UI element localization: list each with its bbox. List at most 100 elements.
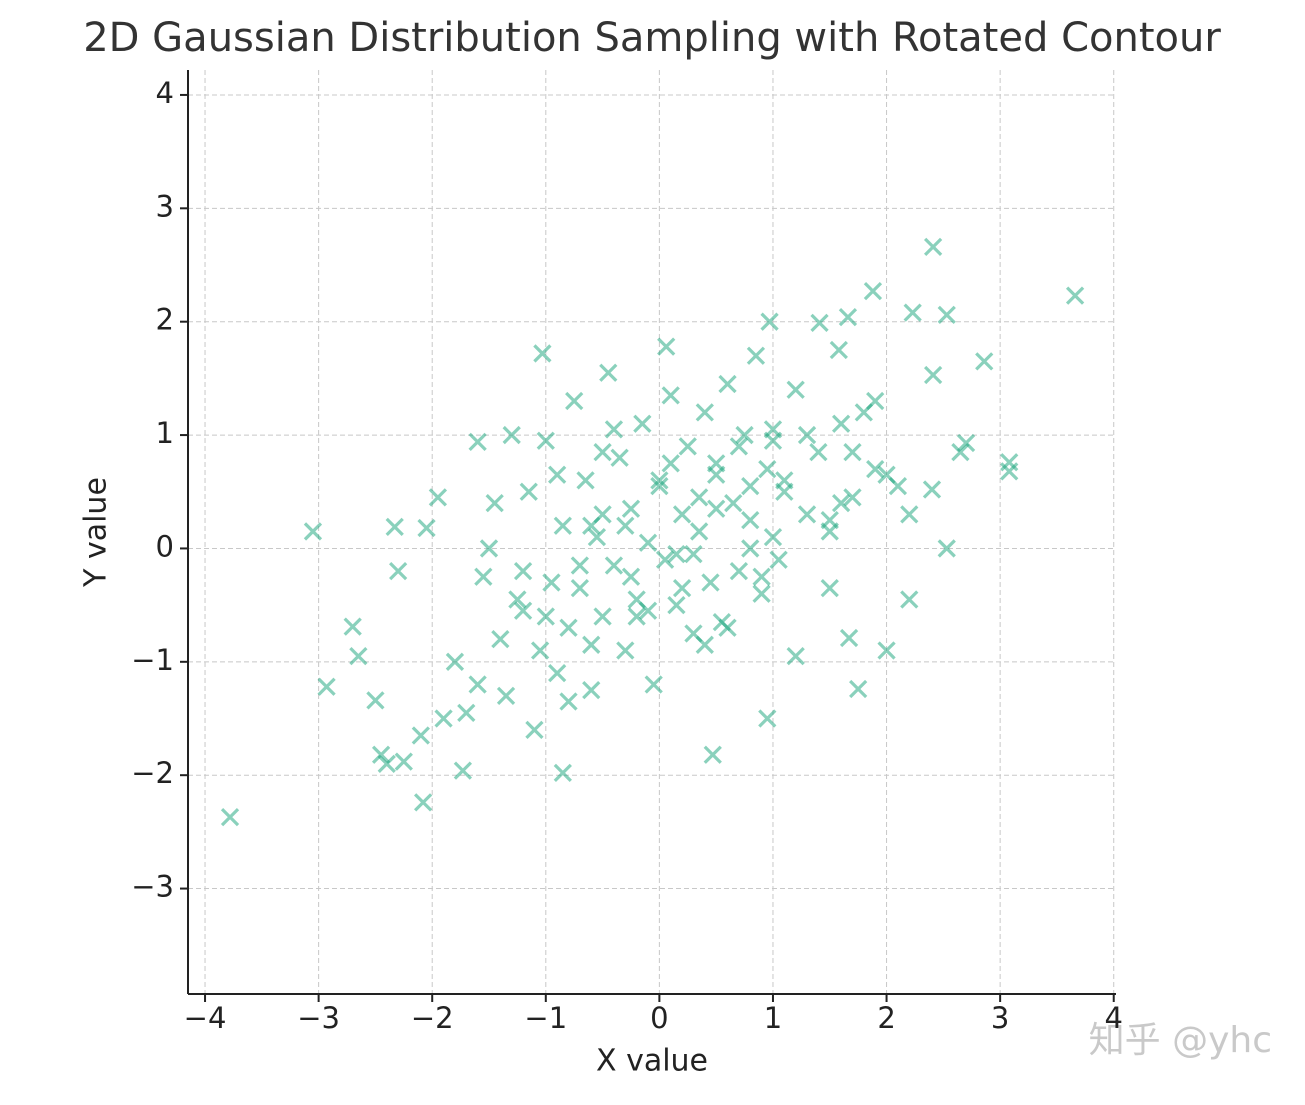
point: [453, 761, 473, 780]
point: [394, 752, 413, 771]
point: [582, 635, 601, 654]
point: [343, 617, 362, 636]
point: [829, 340, 848, 360]
x-axis-label: X value: [596, 1044, 708, 1079]
point: [877, 465, 896, 484]
point: [576, 471, 595, 490]
point: [570, 578, 590, 598]
point: [604, 556, 624, 575]
point: [820, 510, 839, 530]
point: [377, 754, 396, 773]
point: [923, 365, 943, 385]
point: [610, 448, 629, 467]
y-tick-label: −3: [131, 870, 174, 904]
grid: [188, 70, 1116, 994]
point: [633, 414, 652, 433]
point: [536, 607, 555, 626]
point: [703, 745, 722, 764]
y-tick-label: 3: [156, 189, 174, 223]
point: [690, 522, 709, 541]
y-tick-label: −1: [131, 643, 174, 677]
point: [809, 442, 828, 462]
point: [627, 607, 646, 626]
point: [701, 573, 720, 592]
point: [758, 459, 777, 479]
point: [548, 664, 567, 683]
point: [763, 527, 783, 547]
point: [797, 425, 817, 445]
point: [479, 539, 499, 558]
point: [621, 499, 641, 518]
point: [975, 352, 994, 371]
point: [220, 808, 240, 827]
point: [667, 544, 686, 564]
point: [900, 505, 919, 524]
point: [616, 516, 635, 535]
point: [661, 454, 680, 473]
point: [758, 709, 777, 728]
point: [413, 793, 433, 812]
point: [389, 561, 408, 581]
point: [843, 488, 862, 507]
point: [956, 433, 976, 453]
point: [741, 539, 760, 558]
point: [769, 550, 788, 569]
point: [638, 601, 658, 620]
point: [657, 337, 676, 356]
point: [508, 590, 527, 609]
point: [810, 313, 829, 332]
point: [839, 628, 859, 648]
point: [729, 437, 749, 456]
point: [843, 442, 862, 462]
point: [616, 641, 635, 660]
y-tick-label: 0: [156, 529, 174, 563]
point: [570, 556, 590, 575]
x-tick-label: 3: [991, 1001, 1009, 1035]
point: [797, 505, 817, 524]
x-tick-label: 2: [877, 1001, 895, 1035]
point: [582, 681, 601, 700]
point: [621, 567, 641, 586]
point: [655, 550, 675, 569]
point: [496, 686, 516, 705]
x-tick-label: −4: [184, 1001, 227, 1035]
point: [695, 635, 714, 654]
point: [349, 647, 368, 666]
point: [553, 516, 572, 535]
point: [831, 493, 851, 513]
point: [786, 647, 805, 666]
point: [525, 720, 544, 739]
point: [303, 522, 323, 541]
point: [536, 431, 555, 450]
point: [661, 386, 680, 405]
point: [366, 691, 385, 710]
point: [587, 527, 607, 547]
point: [667, 595, 686, 615]
point: [1000, 462, 1019, 481]
point: [718, 618, 737, 637]
point: [724, 493, 743, 513]
y-tick-label: 4: [156, 76, 174, 110]
point: [385, 517, 404, 537]
point: [937, 539, 956, 558]
point: [468, 675, 487, 694]
point: [678, 437, 697, 456]
points: [220, 237, 1085, 827]
point: [1065, 286, 1085, 305]
point: [900, 590, 919, 609]
point: [903, 303, 922, 322]
point: [707, 454, 726, 473]
point: [445, 652, 465, 671]
point: [849, 679, 868, 699]
chart-title: 2D Gaussian Distribution Sampling with R…: [83, 15, 1221, 61]
point: [937, 305, 956, 325]
point: [763, 431, 783, 450]
x-tick-label: −3: [297, 1001, 340, 1035]
x-tick-label: −1: [524, 1001, 567, 1035]
point: [650, 471, 669, 490]
point: [530, 641, 550, 660]
x-tick-label: −2: [411, 1001, 454, 1035]
point: [604, 420, 624, 439]
point: [513, 601, 533, 620]
